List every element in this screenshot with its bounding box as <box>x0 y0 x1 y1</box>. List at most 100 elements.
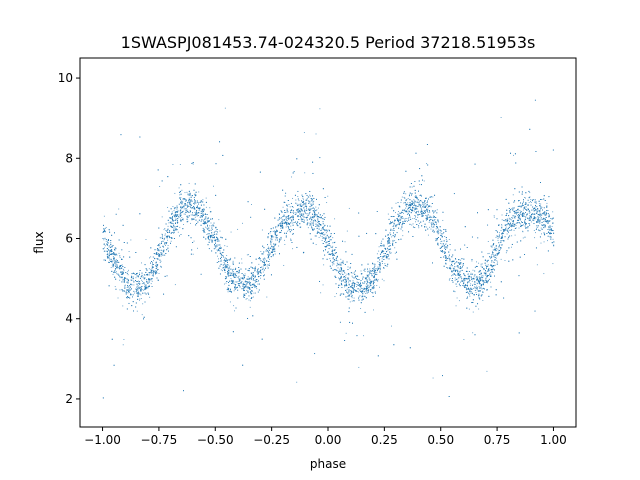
data-point <box>257 268 259 270</box>
data-point <box>496 252 498 254</box>
data-point <box>213 185 214 187</box>
data-point <box>187 220 189 222</box>
data-point <box>124 284 126 286</box>
data-point <box>295 199 297 201</box>
data-point <box>211 241 213 243</box>
data-point <box>174 208 176 210</box>
data-point <box>514 207 515 209</box>
data-point <box>347 278 349 280</box>
data-point <box>273 230 275 232</box>
data-point <box>152 263 154 265</box>
data-point <box>490 257 492 259</box>
data-point <box>512 221 514 223</box>
data-point <box>403 202 405 204</box>
data-point <box>542 221 544 223</box>
data-point <box>118 252 120 254</box>
data-point <box>327 236 329 237</box>
data-point <box>103 239 105 241</box>
data-point <box>477 283 478 285</box>
data-point <box>370 282 372 283</box>
data-point <box>135 277 137 279</box>
data-point <box>427 203 428 205</box>
data-point <box>220 269 222 271</box>
data-point <box>156 258 158 260</box>
data-point <box>183 224 184 225</box>
data-point <box>186 206 188 208</box>
data-point <box>323 264 325 266</box>
data-point <box>188 197 190 199</box>
data-point <box>515 225 517 226</box>
data-point <box>517 209 519 211</box>
data-point <box>128 251 130 252</box>
data-point <box>444 243 446 245</box>
data-point <box>418 204 420 206</box>
data-point <box>227 291 229 293</box>
data-point <box>135 291 137 293</box>
data-point <box>228 269 230 271</box>
data-point <box>540 203 542 205</box>
data-point <box>125 281 127 283</box>
data-point <box>238 270 240 272</box>
data-point <box>408 212 409 214</box>
data-point <box>137 289 139 291</box>
data-point <box>264 257 265 259</box>
data-point <box>145 239 147 240</box>
data-point <box>323 227 324 229</box>
data-point <box>432 223 434 225</box>
data-point <box>113 253 115 255</box>
data-point <box>104 237 106 239</box>
data-point <box>411 224 413 226</box>
data-point <box>441 243 443 245</box>
data-point <box>434 223 436 225</box>
data-point <box>530 199 532 200</box>
data-point <box>353 271 355 273</box>
data-point <box>411 186 413 188</box>
data-point <box>393 223 395 225</box>
data-point <box>522 231 524 233</box>
data-point <box>356 285 358 287</box>
data-point <box>349 301 351 303</box>
data-point <box>456 278 458 280</box>
data-point <box>284 202 286 203</box>
data-point <box>154 272 156 273</box>
data-point <box>456 278 458 280</box>
data-point <box>137 272 139 274</box>
data-point <box>541 233 542 235</box>
data-point <box>342 269 344 271</box>
data-point <box>128 288 130 290</box>
data-point <box>293 212 295 214</box>
data-point <box>224 263 225 265</box>
data-point <box>244 273 246 275</box>
data-point <box>397 218 399 220</box>
data-point <box>207 233 209 235</box>
data-point <box>365 292 367 294</box>
data-point <box>407 220 408 222</box>
data-point <box>513 217 515 218</box>
data-point <box>366 274 368 276</box>
data-point <box>280 227 282 229</box>
data-point <box>522 237 524 239</box>
data-point <box>156 264 157 266</box>
data-point <box>471 260 473 262</box>
data-point <box>325 238 327 240</box>
data-point <box>427 219 428 221</box>
data-point <box>344 277 346 279</box>
data-point <box>368 287 370 289</box>
data-point <box>139 293 141 295</box>
data-point <box>205 222 207 224</box>
data-point <box>349 280 351 282</box>
data-point <box>321 229 322 231</box>
data-point <box>401 196 403 198</box>
data-point <box>272 249 274 251</box>
data-point <box>152 273 154 275</box>
data-point <box>429 215 431 217</box>
data-point <box>259 271 261 273</box>
data-point <box>210 211 212 213</box>
data-point <box>488 252 490 254</box>
data-point <box>539 220 541 222</box>
data-point <box>306 197 308 199</box>
data-point <box>536 264 538 266</box>
data-point <box>107 244 109 246</box>
data-point <box>336 256 338 258</box>
data-point <box>369 285 371 287</box>
